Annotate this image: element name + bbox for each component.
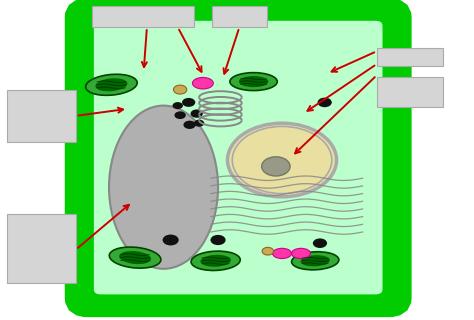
Circle shape	[163, 235, 179, 245]
Circle shape	[194, 120, 204, 127]
Circle shape	[210, 235, 226, 245]
Circle shape	[183, 121, 196, 129]
Ellipse shape	[230, 73, 277, 91]
Ellipse shape	[239, 76, 268, 87]
FancyBboxPatch shape	[377, 48, 443, 66]
Circle shape	[191, 109, 203, 118]
FancyBboxPatch shape	[77, 11, 399, 305]
FancyBboxPatch shape	[92, 6, 194, 27]
Ellipse shape	[86, 74, 137, 95]
Ellipse shape	[301, 255, 330, 267]
Circle shape	[262, 247, 273, 255]
Ellipse shape	[292, 248, 310, 259]
FancyBboxPatch shape	[7, 214, 76, 283]
Ellipse shape	[109, 106, 218, 269]
Ellipse shape	[292, 252, 339, 270]
Circle shape	[313, 238, 327, 248]
Circle shape	[173, 85, 187, 94]
FancyBboxPatch shape	[94, 21, 383, 294]
Circle shape	[173, 102, 183, 109]
Ellipse shape	[109, 247, 161, 268]
Ellipse shape	[273, 248, 292, 259]
Ellipse shape	[95, 78, 128, 91]
Circle shape	[262, 157, 290, 176]
Ellipse shape	[228, 123, 337, 197]
Ellipse shape	[201, 255, 231, 267]
FancyBboxPatch shape	[7, 90, 76, 142]
Circle shape	[318, 98, 332, 107]
Ellipse shape	[191, 251, 240, 270]
FancyBboxPatch shape	[377, 77, 443, 107]
FancyBboxPatch shape	[212, 6, 267, 27]
Ellipse shape	[192, 77, 213, 89]
Circle shape	[182, 98, 195, 107]
Circle shape	[174, 111, 186, 119]
Ellipse shape	[119, 251, 151, 264]
